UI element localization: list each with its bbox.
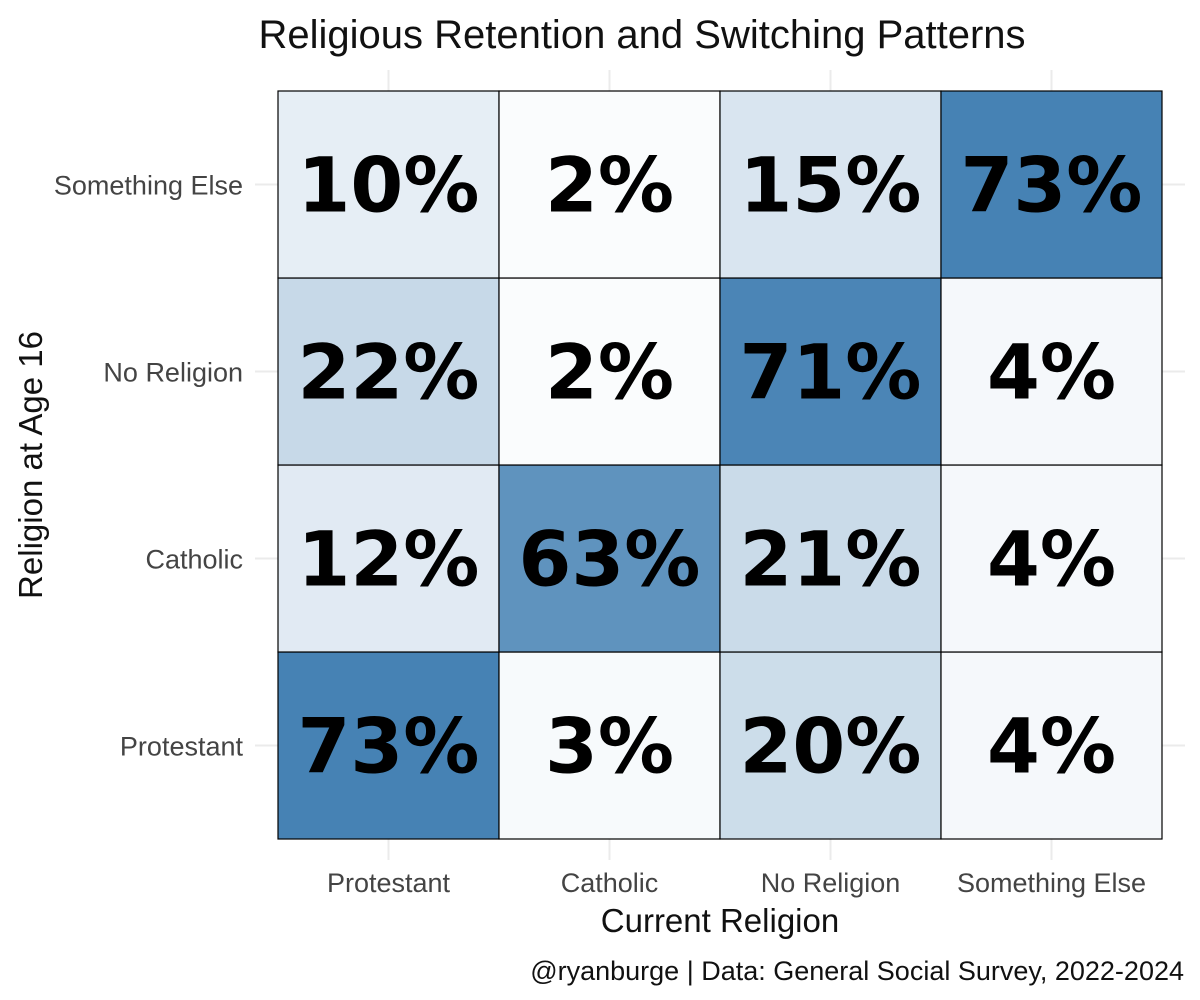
heatmap-cell: [940, 464, 1163, 653]
heatmap-cells: [277, 90, 1163, 840]
heatmap-cell: [719, 90, 942, 279]
heatmap-cell: [940, 651, 1163, 840]
x-tick-label: Something Else: [957, 868, 1146, 898]
cell-value-label: 22%: [298, 328, 480, 417]
x-tick-label: Protestant: [327, 868, 451, 898]
y-axis-title: Religion at Age 16: [12, 331, 49, 599]
cell-value-label: 20%: [740, 702, 922, 791]
cell-value-labels: 73% 3% 20% 4% 12% 63% 21% 4% 22% 2% 71% 4% 10% 2% 15% 7…: [298, 141, 1143, 791]
x-axis-ticks: Protestant Catholic No Religion Something E…: [327, 868, 1146, 898]
y-tick-label: Protestant: [120, 732, 244, 762]
heatmap-cell: [498, 90, 721, 279]
x-axis-title: Current Religion: [601, 902, 839, 939]
heatmap-cell: [719, 277, 942, 466]
cell-value-label: 12%: [298, 515, 480, 604]
heatmap-cell: [277, 651, 500, 840]
heatmap-cell: [498, 464, 721, 653]
heatmap-cell: [719, 651, 942, 840]
cell-value-label: 21%: [740, 515, 922, 604]
cell-value-label: 2%: [545, 328, 674, 417]
chart-title: Religious Retention and Switching Patter…: [258, 13, 1025, 57]
x-tick-label: Catholic: [561, 868, 659, 898]
cell-value-label: 15%: [740, 141, 922, 230]
x-tick-label: No Religion: [761, 868, 901, 898]
cell-value-label: 71%: [740, 328, 922, 417]
y-tick-label: No Religion: [103, 358, 243, 388]
heatmap-cell: [277, 90, 500, 279]
heatmap-cell: [940, 90, 1163, 279]
heatmap-cell: [498, 651, 721, 840]
chart-caption: @ryanburge | Data: General Social Survey…: [530, 956, 1184, 986]
heatmap-cell: [940, 277, 1163, 466]
cell-value-label: 73%: [961, 141, 1143, 230]
cell-value-label: 3%: [545, 702, 674, 791]
cell-value-label: 73%: [298, 702, 480, 791]
y-axis-ticks: Protestant Catholic No Religion Something E…: [54, 171, 244, 762]
cell-value-label: 4%: [987, 328, 1116, 417]
cell-value-label: 10%: [298, 141, 480, 230]
cell-value-label: 2%: [545, 141, 674, 230]
cell-value-label: 4%: [987, 515, 1116, 604]
y-tick-label: Something Else: [54, 171, 243, 201]
cell-value-label: 63%: [519, 515, 701, 604]
cell-value-label: 4%: [987, 702, 1116, 791]
heatmap-cell: [277, 277, 500, 466]
y-tick-label: Catholic: [145, 545, 243, 575]
